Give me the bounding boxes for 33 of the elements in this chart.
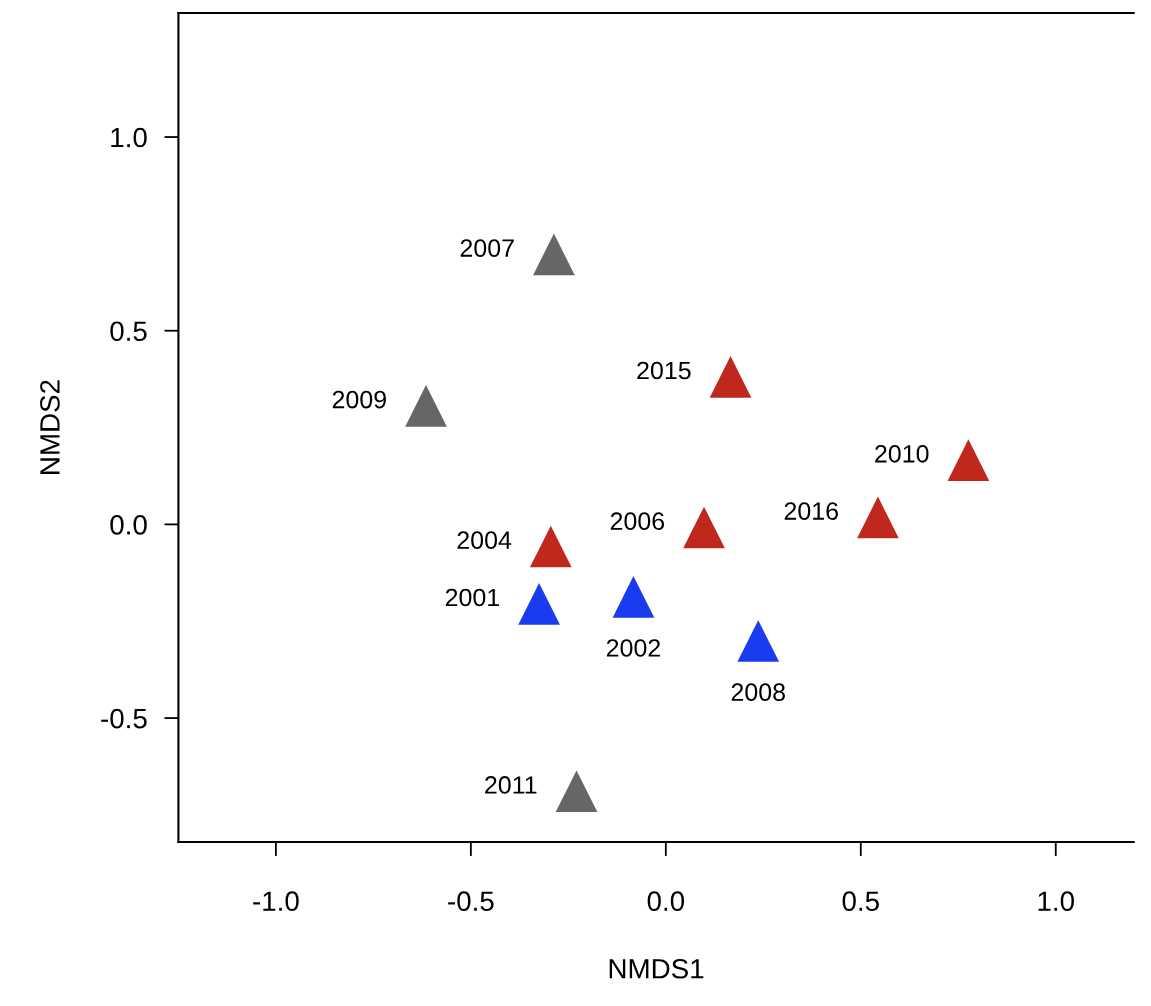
annotation: 2002	[606, 639, 661, 657]
x-tick-label: 0.0	[647, 891, 685, 912]
y-tick-label: 0.0	[110, 515, 147, 535]
point	[709, 355, 752, 398]
annotation: 2007	[460, 239, 514, 257]
point	[857, 496, 899, 539]
point	[947, 439, 990, 481]
annotation: 2001	[445, 588, 499, 607]
point	[405, 385, 447, 427]
annotation: 2006	[610, 512, 665, 531]
point	[529, 525, 572, 568]
point	[612, 575, 655, 618]
y-tick-label: 0.5	[110, 321, 147, 342]
annotation: 2004	[457, 531, 512, 550]
point	[737, 620, 780, 662]
point	[555, 770, 598, 813]
y-tick-label: 1.0	[111, 127, 147, 148]
point	[518, 582, 560, 625]
annotation: 2015	[637, 361, 691, 380]
point	[683, 506, 725, 549]
y-axis-title: NMDS2	[40, 380, 60, 474]
annotation: 2009	[332, 390, 386, 409]
x-tick-label: 1.0	[1038, 891, 1074, 912]
annotation: 2016	[784, 502, 838, 520]
annotation: 2010	[875, 444, 929, 463]
x-axis-title: NMDS1	[609, 958, 704, 979]
x-tick-label: -1.0	[253, 891, 299, 912]
annotation: 2008	[731, 683, 785, 702]
x-tick-label: 0.5	[842, 891, 879, 912]
annotation: 2011	[485, 776, 537, 794]
point	[533, 233, 575, 276]
x-tick-label: -0.5	[448, 891, 494, 912]
y-tick-label: -0.5	[101, 708, 147, 729]
